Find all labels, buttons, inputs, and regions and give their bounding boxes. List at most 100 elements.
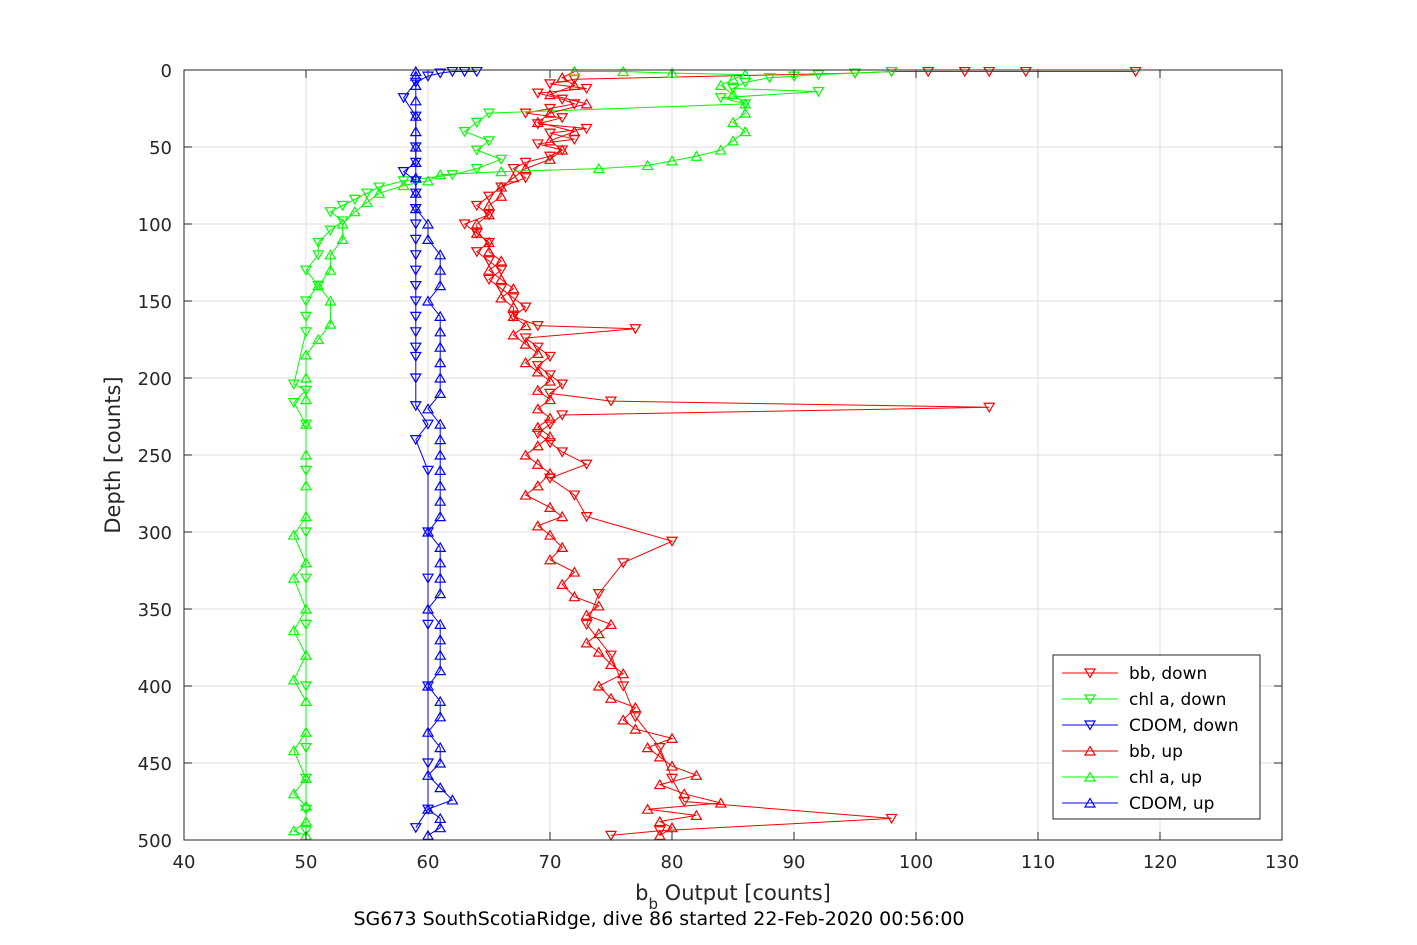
data-point-2-0 [470,66,483,78]
data-point-3-74 [568,125,581,137]
data-point-2-35 [409,823,422,834]
data-point-0-1 [1019,66,1032,78]
data-point-1-2 [812,70,825,81]
data-point-4-6 [287,744,300,756]
data-point-0-68 [653,743,666,754]
data-point-5-10 [434,711,447,722]
series-line-2 [402,71,477,828]
data-point-3-54 [507,310,520,321]
series-2 [397,66,483,834]
data-point-4-4 [287,788,300,799]
data-point-3-27 [556,578,569,589]
data-point-4-30 [336,218,349,229]
data-point-1-44 [299,804,313,815]
data-point-4-11 [287,624,300,636]
legend-label-2: CDOM, down [1129,716,1239,736]
data-point-5-33 [434,356,447,368]
y-tick-label-8: 400 [138,677,172,698]
data-point-0-60 [580,512,593,523]
data-point-4-5 [299,772,313,783]
data-point-2-24 [409,373,422,384]
data-point-3-19 [604,658,618,670]
data-point-3-79 [568,79,581,90]
y-tick-label-10: 500 [138,831,172,852]
data-point-0-28 [470,200,483,212]
data-point-1-23 [324,207,337,218]
data-point-0-16 [531,119,544,130]
x-axis-label-subscript: b [648,895,658,913]
data-point-4-35 [421,175,435,186]
data-point-4-14 [299,557,313,568]
data-point-0-56 [556,447,569,458]
data-point-0-11 [556,94,569,105]
data-point-0-51 [983,402,996,413]
data-point-3-3 [690,809,703,820]
data-point-1-27 [312,250,325,261]
data-point-4-15 [287,529,300,540]
data-point-4-10 [299,649,313,660]
data-point-3-10 [653,751,666,762]
data-point-3-12 [665,732,679,743]
series-5 [409,65,459,840]
data-point-2-18 [409,281,422,292]
data-point-3-43 [543,412,557,423]
x-axis-label-main: b [635,881,648,905]
legend-label-0: bb, down [1129,664,1207,684]
data-point-5-34 [434,341,447,352]
data-point-3-31 [543,529,557,540]
data-point-0-38 [507,293,520,304]
legend-label-4: chl a, up [1129,768,1202,788]
data-point-2-21 [409,327,422,338]
data-point-3-23 [604,618,618,629]
data-point-1-10 [482,108,496,119]
data-point-3-37 [543,467,557,479]
data-point-3-69 [507,172,520,183]
data-point-0-14 [519,108,532,119]
data-point-0-66 [617,681,630,692]
data-point-0-55 [543,438,557,449]
data-point-2-26 [421,419,435,430]
data-point-3-63 [470,227,483,238]
series-4 [287,65,752,840]
data-point-3-18 [617,667,630,679]
data-point-3-51 [519,338,532,349]
data-point-5-13 [434,664,447,676]
data-point-1-28 [299,265,313,276]
data-point-5-30 [421,403,435,414]
data-point-4-22 [299,349,313,360]
data-point-3-45 [543,393,557,405]
data-point-5-47 [409,141,422,152]
data-point-0-69 [665,773,679,785]
data-point-5-36 [434,310,447,321]
data-point-4-27 [324,264,337,275]
data-point-4-53 [617,65,630,77]
data-point-0-36 [482,274,496,286]
data-point-4-34 [397,179,410,191]
data-point-4-3 [299,800,313,811]
data-point-5-8 [434,741,447,753]
data-point-4-9 [287,674,300,685]
data-point-0-59 [568,490,581,501]
y-tick-label-4: 200 [138,369,172,390]
data-point-2-15 [409,234,422,246]
data-point-3-21 [580,637,593,648]
data-point-5-27 [434,449,447,460]
x-axis-label-rest: Output [counts] [658,881,831,905]
data-point-3-67 [495,190,508,201]
data-point-2-28 [421,465,435,477]
data-point-3-47 [543,375,557,386]
data-point-0-13 [543,103,557,115]
data-point-3-48 [531,366,544,377]
data-point-0-61 [665,536,679,547]
data-point-3-65 [482,209,496,220]
x-axis-label: bb Output [counts] [635,881,831,913]
legend-marker-5 [1083,797,1097,808]
data-point-1-40 [299,619,313,631]
data-point-0-4 [922,66,935,78]
data-point-4-50 [726,73,740,84]
data-point-4-49 [714,79,727,90]
data-point-3-44 [531,403,544,414]
data-point-5-15 [434,634,447,645]
data-point-0-37 [495,284,508,295]
data-point-5-19 [434,572,447,583]
